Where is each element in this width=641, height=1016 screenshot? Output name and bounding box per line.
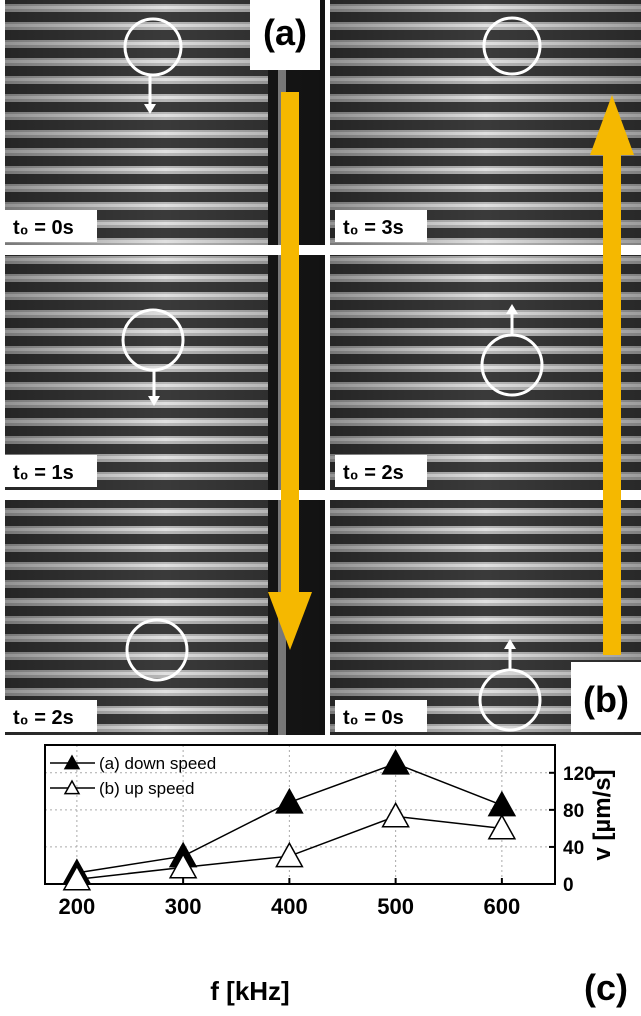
time-labels: t₀ = 0s t₀ = 1s t₀ = 2s t₀ = 3s t₀ = 2s t₀ = … — [5, 210, 427, 732]
label-box — [5, 210, 97, 242]
y-tick-label: 0 — [563, 875, 574, 896]
label-box — [335, 210, 427, 242]
legend-marker — [63, 779, 81, 795]
marker — [381, 748, 410, 775]
gap — [0, 490, 641, 500]
legend-label: (b) up speed — [99, 779, 194, 798]
panel-label: (b) — [583, 679, 629, 720]
marker — [62, 864, 92, 891]
label-box — [5, 700, 97, 732]
panel-label: (a) — [263, 12, 307, 53]
x-tick-label: 500 — [377, 894, 414, 919]
marker — [168, 852, 198, 879]
x-tick-label: 200 — [59, 894, 96, 919]
time-label: t₀ = 3s — [343, 217, 404, 239]
marker — [487, 813, 517, 840]
panel-label: (c) — [584, 967, 628, 1008]
y-tick-label: 40 — [563, 838, 584, 859]
micrographs: (a) (b) — [0, 0, 641, 735]
time-label: t₀ = 2s — [343, 462, 404, 484]
label-box — [335, 455, 427, 487]
motion-arrows — [148, 76, 514, 670]
gap — [0, 245, 641, 255]
plot-frame — [44, 744, 556, 885]
time-label: t₀ = 1s — [13, 462, 74, 484]
y-tick-label: 120 — [563, 764, 595, 785]
arrow-heads — [144, 104, 518, 649]
y-tick-label: 80 — [563, 801, 584, 822]
marker — [381, 801, 410, 828]
marker — [487, 790, 517, 817]
direction-arrows — [268, 92, 634, 655]
time-label: t₀ = 0s — [13, 217, 74, 239]
label-box — [250, 0, 320, 70]
time-label: t₀ = 2s — [13, 707, 74, 729]
marker — [275, 787, 304, 814]
gap — [325, 0, 330, 735]
y-axis-label: v [µm/s] — [589, 769, 616, 860]
plot: 0 40 80 120 200 300 400 500 600 (a) down speed (b)… — [44, 744, 595, 919]
marker — [275, 841, 304, 868]
legend-marker — [63, 754, 81, 770]
time-label: t₀ = 0s — [343, 707, 404, 729]
shade — [330, 0, 641, 735]
label-box — [5, 455, 97, 487]
x-tick-label: 600 — [484, 894, 521, 919]
x-axis-label: f [kHz] — [210, 976, 289, 1006]
legend-label: (a) down speed — [99, 754, 216, 773]
label-box — [571, 662, 641, 732]
x-tick-label: 300 — [165, 894, 202, 919]
label-box — [335, 700, 427, 732]
x-tick-label: 400 — [271, 894, 308, 919]
